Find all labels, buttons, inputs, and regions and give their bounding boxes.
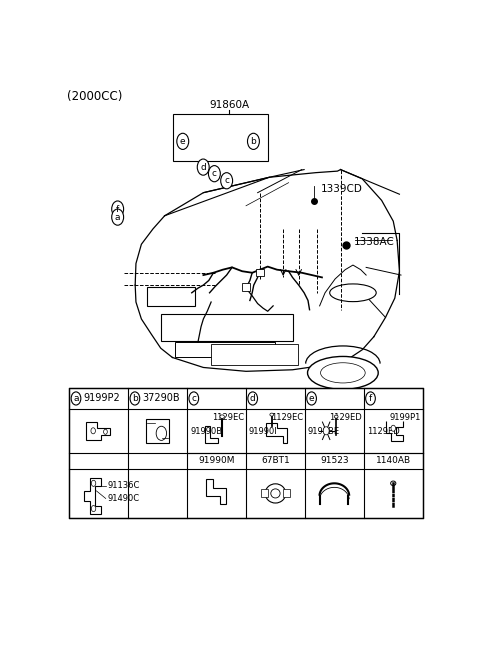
- Text: c: c: [192, 394, 196, 403]
- Circle shape: [71, 392, 81, 405]
- Text: 91523: 91523: [320, 456, 348, 465]
- Text: b: b: [132, 394, 138, 403]
- Text: f: f: [369, 394, 372, 403]
- Circle shape: [130, 392, 140, 405]
- Bar: [173, 114, 268, 161]
- Text: 37290B: 37290B: [143, 394, 180, 403]
- Circle shape: [197, 159, 209, 175]
- Ellipse shape: [308, 356, 378, 389]
- Text: 9199P2: 9199P2: [84, 394, 120, 403]
- Text: 1129EC: 1129EC: [212, 413, 244, 422]
- Text: f: f: [116, 205, 120, 214]
- Text: 91860A: 91860A: [209, 100, 249, 110]
- Circle shape: [391, 425, 396, 431]
- Circle shape: [248, 133, 259, 150]
- Circle shape: [248, 392, 258, 405]
- Bar: [211, 344, 298, 365]
- Text: 1339CD: 1339CD: [321, 184, 362, 194]
- Ellipse shape: [391, 481, 396, 485]
- Bar: [146, 419, 169, 443]
- Circle shape: [177, 133, 189, 150]
- Text: (2000CC): (2000CC): [67, 90, 123, 103]
- Text: a: a: [115, 213, 120, 222]
- Text: 1129EC: 1129EC: [271, 413, 303, 422]
- Ellipse shape: [265, 484, 286, 503]
- Text: 91990M: 91990M: [198, 456, 235, 465]
- Bar: [241, 283, 251, 291]
- Text: e: e: [180, 137, 186, 146]
- Circle shape: [112, 209, 124, 225]
- Text: 9199P1: 9199P1: [389, 413, 421, 422]
- Text: b: b: [251, 137, 256, 146]
- Text: d: d: [250, 394, 255, 403]
- Ellipse shape: [220, 415, 224, 419]
- Bar: [175, 342, 276, 358]
- Circle shape: [156, 426, 167, 440]
- Ellipse shape: [335, 415, 338, 418]
- Bar: [283, 489, 290, 497]
- Ellipse shape: [330, 284, 376, 302]
- Circle shape: [366, 392, 375, 405]
- Text: 91990I: 91990I: [249, 427, 278, 436]
- Ellipse shape: [270, 413, 274, 416]
- Text: 1140AB: 1140AB: [376, 456, 411, 465]
- Text: 1338AC: 1338AC: [354, 237, 395, 247]
- Bar: [261, 489, 268, 497]
- Circle shape: [221, 173, 233, 189]
- Bar: [256, 269, 264, 276]
- Ellipse shape: [321, 363, 365, 383]
- Circle shape: [91, 428, 96, 434]
- Circle shape: [208, 165, 220, 182]
- Circle shape: [91, 480, 96, 486]
- Text: c: c: [224, 176, 229, 185]
- Text: e: e: [309, 394, 314, 403]
- Circle shape: [112, 201, 124, 217]
- Circle shape: [91, 506, 96, 512]
- Circle shape: [104, 429, 108, 434]
- Text: 9199BE: 9199BE: [308, 427, 340, 436]
- Text: 91200F: 91200F: [188, 127, 227, 136]
- Text: 1129ED: 1129ED: [367, 427, 399, 436]
- Circle shape: [189, 392, 199, 405]
- Bar: [69, 388, 423, 518]
- Bar: [161, 314, 292, 340]
- Text: 91990B: 91990B: [190, 427, 222, 436]
- Circle shape: [323, 427, 329, 435]
- Ellipse shape: [271, 489, 280, 498]
- Circle shape: [307, 392, 316, 405]
- Text: 91136C: 91136C: [108, 482, 140, 490]
- Text: 91490C: 91490C: [108, 494, 140, 503]
- Text: c: c: [212, 169, 217, 178]
- Text: d: d: [200, 163, 206, 172]
- Text: 67BT1: 67BT1: [261, 456, 290, 465]
- Text: a: a: [73, 394, 79, 403]
- Text: 1129ED: 1129ED: [329, 413, 362, 422]
- Bar: [147, 287, 195, 306]
